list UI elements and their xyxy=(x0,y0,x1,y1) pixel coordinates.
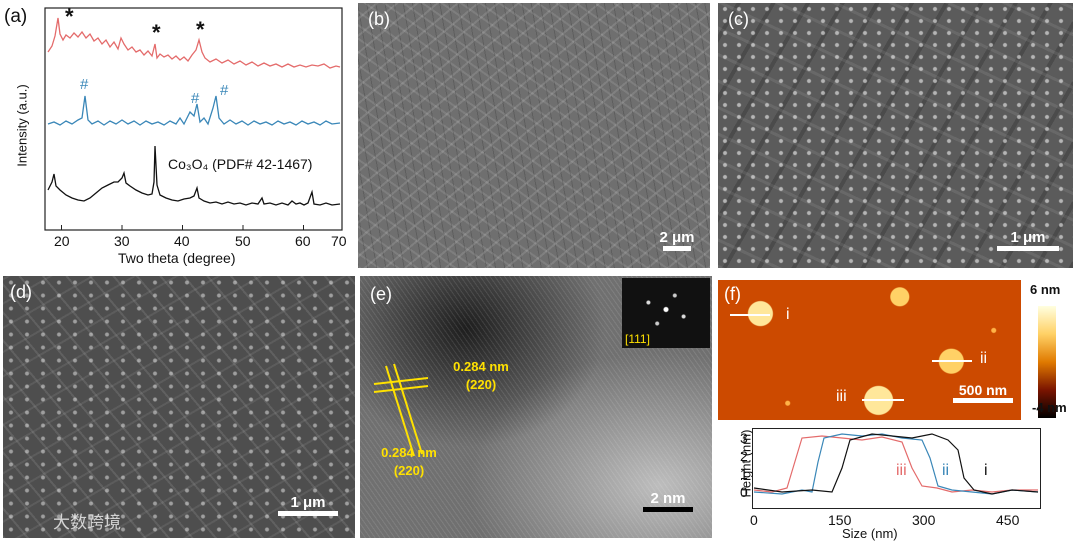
xrd-curve-black xyxy=(47,145,341,206)
profile-curve-i xyxy=(753,433,1039,495)
xrd-chart xyxy=(44,7,343,231)
mark-iii: iii xyxy=(836,388,847,405)
xrd-curve-red xyxy=(47,17,341,69)
lattice-lines xyxy=(373,363,429,457)
panel-d-sem: (d) 1 μm 大数跨境 xyxy=(3,276,355,538)
colorbar-min: -4 nm xyxy=(1032,400,1067,415)
panel-c-label: (c) xyxy=(728,9,749,29)
panel-b-sem: (b) 2 μm xyxy=(358,3,710,268)
xrd-xtick-50: 50 xyxy=(235,233,251,249)
profile-ytick-1: 1 xyxy=(740,466,748,482)
fft-inset: [111] xyxy=(622,278,710,348)
panel-d-scalebar-text: 1 μm xyxy=(290,494,326,511)
xrd-ylabel: Intensity (a.u.) xyxy=(14,84,30,167)
profile-ytick-0: 0 xyxy=(740,484,748,500)
afm-colorbar xyxy=(1038,306,1056,418)
panel-b-scalebar: 2 μm xyxy=(652,229,702,251)
panel-f-afm: (f) i ii iii 500 nm 6 nm -4 nm Height (n… xyxy=(716,276,1080,541)
panel-d-label: (d) xyxy=(10,282,32,302)
xrd-xtick-60: 60 xyxy=(295,233,311,249)
d-spacing-1: 0.284 nm (220) xyxy=(446,358,516,394)
xrd-star-1: * xyxy=(65,4,74,29)
profile-xtick-450: 450 xyxy=(996,512,1020,528)
panel-c-scalebar: 1 μm xyxy=(993,229,1063,251)
watermark: 大数跨境 xyxy=(53,513,121,532)
mark-i: i xyxy=(786,306,790,323)
panel-e-label: (e) xyxy=(370,284,392,304)
profile-xtick-150: 150 xyxy=(828,512,852,528)
profile-line-i xyxy=(730,314,770,316)
panel-e-scalebar: 2 nm xyxy=(636,490,700,512)
xrd-star-3: * xyxy=(196,17,205,42)
panel-c-scalebar-text: 1 μm xyxy=(1010,229,1046,246)
panel-a-xrd: (a) * * * # # # Co₃O₄ (PDF# 42-1467) Int… xyxy=(0,0,350,270)
xrd-xtick-40: 40 xyxy=(174,233,190,249)
profile-xtick-0: 0 xyxy=(750,512,758,528)
profile-line-iii xyxy=(862,399,904,401)
xrd-hash-2: # xyxy=(191,90,200,107)
profile-line-ii xyxy=(932,360,972,362)
profile-label-ii: ii xyxy=(942,462,950,479)
profile-ytick-3: 3 xyxy=(740,430,748,446)
profile-label-i: i xyxy=(984,462,988,479)
mark-ii: ii xyxy=(980,350,988,367)
profile-label-iii: iii xyxy=(896,462,907,479)
xrd-xtick-20: 20 xyxy=(54,233,70,249)
panel-e-scalebar-text: 2 nm xyxy=(650,490,686,507)
colorbar-max: 6 nm xyxy=(1030,282,1061,297)
xrd-ref-annotation: Co₃O₄ (PDF# 42-1467) xyxy=(168,156,313,172)
d-spacing-2-value: 0.284 nm xyxy=(381,445,437,460)
height-profile-chart xyxy=(752,428,1041,509)
panel-a-label: (a) xyxy=(4,6,28,27)
panel-f-scalebar-text: 500 nm xyxy=(958,382,1008,398)
xrd-frame xyxy=(44,7,343,231)
panel-f-label: (f) xyxy=(724,284,741,304)
afm-image: (f) i ii iii 500 nm xyxy=(718,280,1021,420)
panel-d-scalebar: 1 μm xyxy=(275,494,341,516)
xrd-xtick-70: 70 xyxy=(331,233,347,249)
panel-f-scalebar: 500 nm xyxy=(950,382,1016,403)
profile-ytick-2: 2 xyxy=(740,448,748,464)
profile-xlabel: Size (nm) xyxy=(842,526,898,541)
panel-e-hrtem: (e) 0.284 nm (220) 0.284 nm (220) [111] … xyxy=(360,276,712,538)
xrd-star-2: * xyxy=(152,20,161,45)
xrd-xtick-30: 30 xyxy=(114,233,130,249)
d-spacing-2: 0.284 nm (220) xyxy=(374,444,444,480)
xrd-hash-3: # xyxy=(220,82,229,99)
panel-b-scalebar-text: 2 μm xyxy=(659,229,695,246)
xrd-curve-blue xyxy=(47,95,341,126)
fft-zone-axis: [111] xyxy=(625,332,650,346)
profile-xtick-300: 300 xyxy=(912,512,936,528)
xrd-hash-1: # xyxy=(80,76,89,93)
panel-b-label: (b) xyxy=(368,9,390,29)
d-spacing-2-plane: (220) xyxy=(393,463,425,478)
d-spacing-1-plane: (220) xyxy=(465,377,497,392)
xrd-xlabel: Two theta (degree) xyxy=(118,250,236,266)
panel-c-sem: (c) 1 μm xyxy=(718,3,1073,268)
d-spacing-1-value: 0.284 nm xyxy=(453,359,509,374)
